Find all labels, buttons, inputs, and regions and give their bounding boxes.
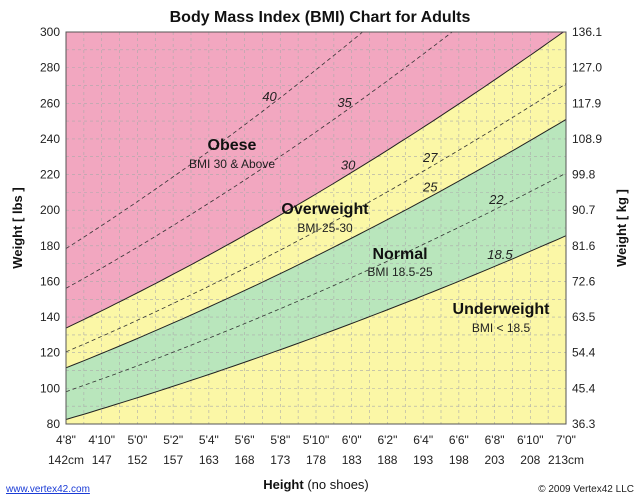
x-axis-label-main: Height: [263, 477, 304, 492]
x-tick-feet: 5'4": [199, 433, 219, 447]
y-tick-lbs: 240: [40, 132, 60, 146]
y-ticks-lbs: 80 100 120 140 160 180 200 220 240 260 280 300: [40, 25, 60, 431]
x-tick-cm: 147: [92, 453, 112, 467]
y-tick-lbs: 300: [40, 25, 60, 39]
zone-overweight-name: Overweight: [281, 201, 369, 218]
y-tick-kg: 54.4: [572, 346, 596, 360]
x-tick-cm: 168: [235, 453, 255, 467]
x-tick-cm: 157: [163, 453, 183, 467]
y-tick-kg: 108.9: [572, 132, 602, 146]
x-tick-cm: 213cm: [548, 453, 584, 467]
zone-overweight-range: BMI 25-30: [297, 221, 353, 235]
bmi-line-label-40: 40: [262, 89, 277, 104]
y-tick-lbs: 180: [40, 239, 60, 253]
x-axis-label: Height (no shoes): [263, 477, 369, 492]
x-tick-cm: 203: [485, 453, 505, 467]
x-tick-feet: 4'8": [56, 433, 76, 447]
bmi-line-label-22: 22: [488, 192, 504, 207]
x-axis-label-note: (no shoes): [307, 477, 368, 492]
x-tick-cm: 152: [127, 453, 147, 467]
x-tick-feet: 6'4": [413, 433, 433, 447]
y-tick-kg: 99.8: [572, 168, 596, 182]
x-ticks-cm: 142cm 147 152 157 163 168 173 178 183 188 193 198 20…: [48, 453, 584, 467]
x-tick-feet: 6'0": [342, 433, 362, 447]
zone-underweight-range: BMI < 18.5: [472, 321, 531, 335]
bmi-line-25: [65, 118, 567, 369]
bmi-line-label-25: 25: [422, 180, 438, 195]
x-tick-cm: 178: [306, 453, 326, 467]
y-tick-lbs: 260: [40, 96, 60, 110]
x-tick-feet: 5'0": [127, 433, 147, 447]
x-tick-cm: 208: [520, 453, 540, 467]
y-tick-lbs: 200: [40, 203, 60, 217]
bmi-line-labels: 18.5 22 25 27 30 35 40: [262, 89, 513, 262]
zone-normal-name: Normal: [372, 246, 427, 263]
y-tick-lbs: 160: [40, 274, 60, 288]
y-tick-kg: 90.7: [572, 203, 596, 217]
y-tick-kg: 72.6: [572, 274, 596, 288]
zone-normal-range: BMI 18.5-25: [367, 265, 433, 279]
y-tick-kg: 81.6: [572, 239, 596, 253]
x-tick-cm: 142cm: [48, 453, 84, 467]
bmi-line-label-30: 30: [341, 158, 356, 173]
bmi-line-label-35: 35: [337, 95, 352, 110]
x-tick-feet: 5'6": [235, 433, 255, 447]
x-tick-feet: 4'10": [88, 433, 115, 447]
y-tick-lbs: 220: [40, 168, 60, 182]
x-tick-feet: 7'0": [556, 433, 576, 447]
y-tick-kg: 117.9: [572, 96, 601, 110]
y-tick-lbs: 100: [40, 381, 60, 395]
x-tick-feet: 6'2": [377, 433, 397, 447]
y-tick-kg: 127.0: [572, 61, 602, 75]
y-tick-lbs: 120: [40, 346, 60, 360]
x-tick-cm: 163: [199, 453, 219, 467]
zone-obese-range: BMI 30 & Above: [189, 157, 275, 171]
y-axis-label-kg: Weight [ kg ]: [614, 189, 629, 267]
chart-title: Body Mass Index (BMI) Chart for Adults: [170, 9, 471, 26]
y-tick-kg: 45.4: [572, 381, 596, 395]
y-tick-kg: 36.3: [572, 417, 596, 431]
bmi-line-22: [65, 172, 567, 393]
x-tick-feet: 6'6": [449, 433, 469, 447]
y-tick-kg: 63.5: [572, 310, 596, 324]
y-axis-label-lbs: Weight [ lbs ]: [10, 187, 25, 268]
y-ticks-kg: 36.3 45.4 54.4 63.5 72.6 81.6 90.7 99.8 108.9 117…: [572, 25, 602, 431]
footer-website-link[interactable]: www.vertex42.com: [5, 484, 90, 495]
bmi-line-label-27: 27: [422, 150, 438, 165]
y-tick-lbs: 80: [47, 417, 61, 431]
x-tick-feet: 5'8": [270, 433, 290, 447]
x-tick-feet: 5'10": [303, 433, 330, 447]
x-tick-cm: 188: [377, 453, 397, 467]
x-tick-feet: 6'8": [485, 433, 505, 447]
bmi-line-27: [65, 83, 567, 353]
bmi-line-40: [65, 31, 363, 249]
y-tick-lbs: 140: [40, 310, 60, 324]
footer-copyright: © 2009 Vertex42 LLC: [538, 484, 634, 495]
x-tick-cm: 173: [270, 453, 290, 467]
zone-underweight-name: Underweight: [453, 301, 551, 318]
bmi-line-30: [65, 31, 564, 329]
x-tick-feet: 6'10": [517, 433, 544, 447]
x-ticks-feet: 4'8" 4'10" 5'0" 5'2" 5'4" 5'6" 5'8" 5'10" 6'0" 6'…: [56, 433, 576, 447]
x-tick-feet: 5'2": [163, 433, 183, 447]
x-tick-cm: 193: [413, 453, 433, 467]
zone-obese-name: Obese: [208, 137, 257, 154]
x-tick-cm: 183: [342, 453, 362, 467]
x-tick-cm: 198: [449, 453, 469, 467]
y-tick-lbs: 280: [40, 61, 60, 75]
bmi-line-label-18.5: 18.5: [487, 247, 513, 262]
y-tick-kg: 136.1: [572, 25, 602, 39]
bmi-line-18.5: [65, 235, 567, 420]
bmi-lines: [65, 31, 567, 420]
plot-frame: [65, 31, 567, 425]
